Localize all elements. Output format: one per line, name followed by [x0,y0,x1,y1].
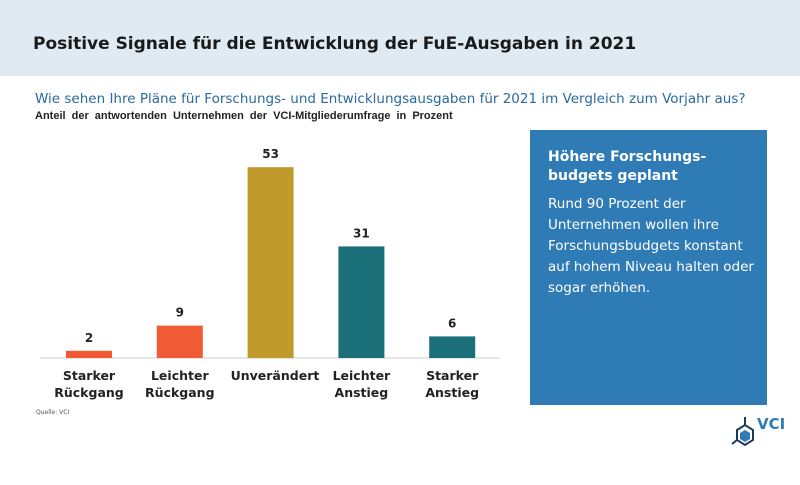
header [0,0,800,76]
bar [429,336,476,358]
bar [338,246,385,358]
value-label: 9 [176,306,184,320]
chart-title: Positive Signale für die Entwicklung der… [33,34,637,54]
box-text: Rund 90 Prozent der Unternehmen wollen i… [548,196,754,296]
chart-subtitle: Wie sehen Ihre Pläne für Forschungs- und… [35,91,746,107]
source: Quelle: VCI [36,409,70,416]
info-box: Höhere Forschungs-budgets geplant Rund 9… [530,130,767,405]
bar [156,325,203,358]
chart: 2 9 53 31 6 [40,147,500,359]
value-label: 53 [262,147,279,161]
bar [247,167,294,358]
value-label: 2 [85,331,93,345]
bar [66,350,112,358]
category-label: Leichter Anstieg [332,368,391,400]
category-label: Starker Anstieg [425,368,480,400]
value-label: 31 [353,226,370,240]
category-label: Unverändert [230,368,320,383]
value-label: 6 [448,316,456,330]
logo: VCI [757,415,786,433]
category-label: Leichter Rückgang [145,368,215,400]
box-title: Höhere Forschungs-budgets geplant [548,149,707,184]
axis-label: Anteil der antwortenden Unternehmen der … [35,110,453,122]
category-label: Starker Rückgang [54,368,124,400]
